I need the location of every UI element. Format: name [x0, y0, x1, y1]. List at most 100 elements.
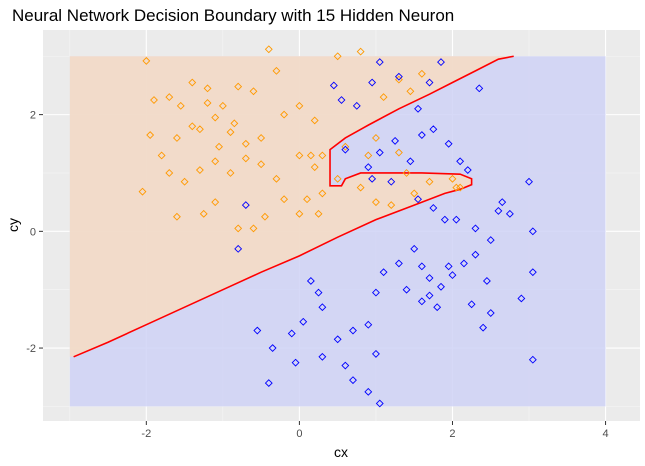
- point-blue: [333, 335, 342, 344]
- point-blue: [341, 361, 350, 370]
- point-orange: [394, 148, 403, 157]
- point-blue: [444, 262, 453, 271]
- point-blue: [387, 177, 396, 186]
- point-blue: [410, 244, 419, 253]
- point-blue: [417, 131, 426, 139]
- point-orange: [188, 122, 197, 131]
- point-orange: [295, 209, 304, 218]
- point-blue: [306, 277, 315, 285]
- point-orange: [241, 154, 250, 163]
- point-blue: [429, 204, 438, 212]
- point-blue: [437, 58, 445, 67]
- point-blue: [479, 323, 488, 332]
- point-orange: [314, 209, 323, 218]
- point-orange: [394, 75, 403, 84]
- point-blue: [517, 294, 526, 303]
- point-orange: [310, 163, 319, 172]
- point-orange: [173, 134, 181, 142]
- point-orange: [195, 125, 204, 134]
- point-orange: [211, 198, 220, 207]
- point-orange: [280, 195, 289, 204]
- point-blue: [414, 195, 422, 204]
- point-orange: [234, 82, 243, 91]
- point-orange: [180, 177, 189, 186]
- point-orange: [226, 169, 235, 177]
- point-blue: [364, 163, 373, 172]
- point-blue: [349, 326, 357, 335]
- point-blue: [486, 309, 495, 317]
- y-axis-ticks: -2 0 2: [26, 110, 43, 355]
- point-blue: [486, 236, 495, 245]
- point-orange: [234, 224, 243, 233]
- point-blue: [364, 387, 373, 396]
- point-blue: [241, 201, 250, 210]
- point-orange: [230, 119, 239, 128]
- point-blue: [429, 125, 438, 134]
- point-orange: [215, 142, 223, 151]
- point-orange: [295, 151, 304, 160]
- point-blue: [314, 288, 323, 297]
- point-orange: [176, 101, 185, 110]
- point-orange: [146, 131, 155, 139]
- point-orange: [295, 101, 304, 110]
- x-tick-label: 4: [602, 428, 608, 440]
- point-blue: [372, 288, 380, 297]
- point-blue: [364, 320, 373, 329]
- point-blue: [375, 58, 384, 67]
- point-blue: [291, 358, 300, 367]
- point-blue: [505, 209, 514, 218]
- point-blue: [375, 148, 384, 157]
- point-orange: [138, 187, 147, 196]
- point-orange: [448, 174, 457, 183]
- point-orange: [195, 166, 204, 174]
- data-points: [138, 45, 537, 408]
- point-blue: [425, 291, 434, 300]
- point-blue: [268, 344, 277, 352]
- point-blue: [528, 355, 537, 364]
- decision-regions: [69, 56, 606, 407]
- point-blue: [437, 282, 445, 291]
- point-blue: [299, 317, 308, 326]
- point-blue: [448, 271, 457, 280]
- point-orange: [333, 174, 342, 183]
- point-blue: [394, 72, 403, 81]
- point-blue: [498, 198, 507, 207]
- point-blue: [452, 215, 461, 224]
- point-orange: [173, 212, 181, 221]
- region-orange: [69, 56, 514, 357]
- chart-title: Neural Network Decision Boundary with 15…: [12, 6, 454, 25]
- point-orange: [425, 177, 434, 186]
- point-orange: [387, 201, 396, 210]
- point-orange: [165, 93, 174, 102]
- point-orange: [264, 45, 273, 54]
- point-orange: [157, 151, 166, 160]
- point-blue: [414, 104, 422, 113]
- y-tick-label: -2: [26, 343, 36, 355]
- point-orange: [272, 174, 281, 183]
- point-blue: [525, 177, 533, 186]
- point-blue: [318, 352, 327, 361]
- point-orange: [303, 195, 311, 204]
- x-tick-label: 2: [449, 428, 455, 440]
- point-blue: [440, 215, 449, 224]
- point-blue: [253, 326, 262, 335]
- point-blue: [482, 277, 491, 285]
- point-blue: [375, 399, 384, 408]
- point-orange: [165, 169, 174, 177]
- point-blue: [444, 139, 453, 148]
- point-blue: [425, 78, 434, 87]
- point-orange: [257, 160, 266, 169]
- x-tick-label: -2: [141, 428, 151, 440]
- y-tick-label: 0: [30, 226, 36, 238]
- point-orange: [356, 183, 365, 192]
- point-blue: [467, 300, 476, 309]
- point-orange: [261, 212, 269, 221]
- point-orange: [406, 87, 415, 96]
- point-blue: [528, 268, 537, 277]
- y-axis-label: cy: [5, 218, 21, 232]
- point-orange: [211, 157, 220, 166]
- point-orange: [402, 169, 411, 177]
- point-blue: [379, 268, 388, 277]
- point-orange: [372, 198, 380, 207]
